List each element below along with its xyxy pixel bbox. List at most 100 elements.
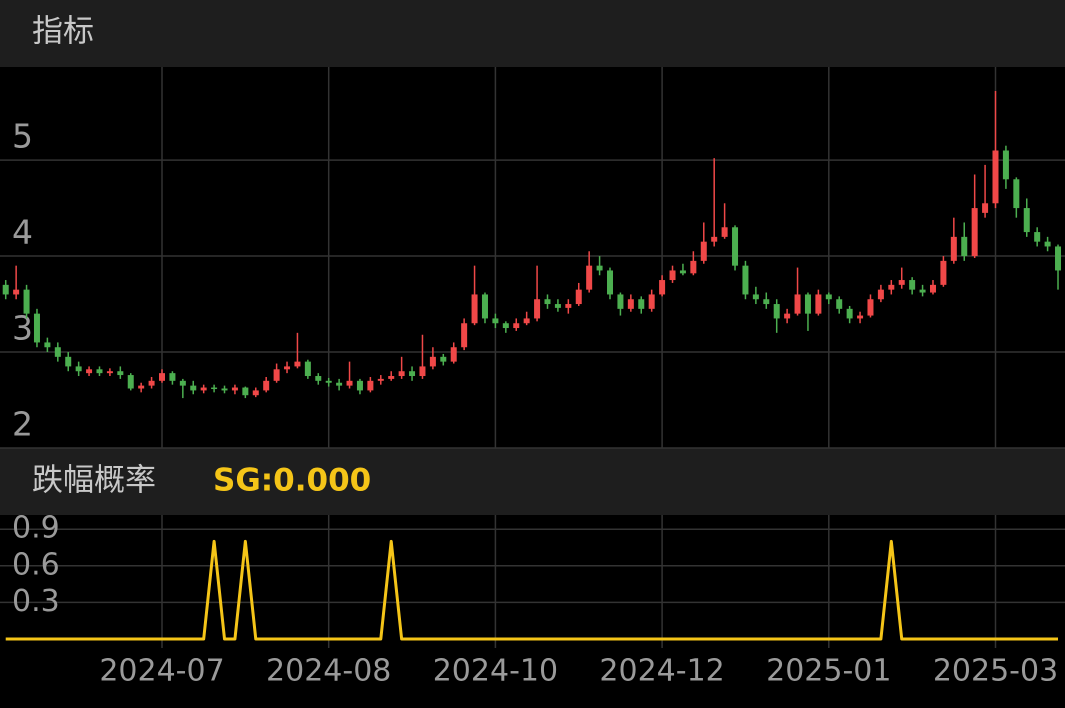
candle-body	[179, 380, 186, 386]
candle-body	[13, 289, 20, 295]
candle-body	[315, 376, 322, 381]
candle-body	[565, 304, 572, 308]
candle-body	[971, 208, 978, 257]
candle-body	[159, 373, 165, 381]
candle-body	[992, 150, 999, 204]
candle-body	[388, 376, 395, 379]
candle-body	[429, 356, 436, 367]
candle-body	[857, 315, 864, 319]
candle-body	[648, 294, 655, 309]
candle-body	[231, 387, 238, 391]
candle-body	[940, 260, 947, 285]
x-tick-label: 2024-12	[599, 654, 724, 689]
candle-body	[523, 318, 530, 324]
candle-body	[804, 294, 811, 314]
candle-body	[336, 382, 343, 386]
candle-body	[888, 284, 895, 290]
candle-body	[440, 356, 447, 362]
candle-body	[65, 356, 72, 367]
candle-body	[659, 280, 666, 295]
candle-body	[325, 380, 332, 383]
candle-body	[784, 313, 791, 319]
header-bar	[0, 0, 1065, 67]
candle-body	[450, 347, 457, 362]
y-tick-label: 4	[12, 213, 33, 252]
x-tick-label: 2024-07	[99, 654, 224, 689]
x-tick-label: 2025-03	[933, 654, 1058, 689]
candle-body	[534, 299, 541, 319]
candle-body	[263, 380, 270, 391]
candle-body	[169, 373, 176, 381]
candle-body	[544, 299, 551, 305]
candle-body	[1055, 246, 1062, 271]
candle-body	[346, 380, 353, 386]
indicator-value: SG:0.000	[213, 463, 371, 499]
candle-body	[86, 369, 93, 374]
candle-body	[877, 289, 884, 300]
candle-body	[898, 280, 905, 285]
candle-body	[815, 294, 822, 314]
candle-body	[867, 299, 874, 316]
candle-body	[471, 294, 478, 324]
candle-body	[148, 380, 155, 386]
candle-body	[846, 308, 853, 319]
candle-body	[617, 294, 624, 309]
candle-body	[575, 289, 582, 305]
candle-body	[242, 387, 249, 396]
candle-body	[138, 385, 145, 389]
candle-body	[284, 366, 291, 370]
candle-body	[367, 380, 374, 391]
candle-body	[502, 323, 509, 329]
y-tick-label: 3	[12, 309, 33, 348]
x-tick-label: 2025-01	[766, 654, 891, 689]
candle-body	[638, 299, 645, 309]
candle-body	[23, 289, 30, 314]
candle-body	[1023, 208, 1030, 233]
candle-body	[127, 375, 134, 389]
indicator-title: 跌幅概率	[32, 463, 156, 499]
x-tick-label: 2024-10	[433, 654, 558, 689]
candle-body	[679, 270, 686, 274]
candle-body	[586, 265, 593, 290]
candle-body	[419, 366, 426, 377]
header-title: 指标	[32, 14, 94, 50]
candle-body	[481, 294, 488, 319]
candle-body	[200, 387, 207, 391]
candle-body	[190, 385, 197, 391]
candle-body	[273, 369, 280, 381]
candle-body	[96, 369, 103, 374]
y-tick-label: 2	[12, 405, 33, 444]
indicator-bar	[0, 448, 1065, 515]
candle-body	[794, 294, 801, 314]
candle-body	[294, 361, 301, 367]
candle-body	[836, 299, 843, 309]
y-tick-label: 0.3	[12, 584, 60, 619]
candle-body	[711, 236, 718, 242]
candle-body	[627, 299, 634, 309]
candle-body	[690, 260, 697, 274]
candle-body	[461, 323, 468, 348]
candle-body	[763, 299, 770, 305]
candle-body	[596, 265, 603, 271]
candle-body	[356, 380, 363, 391]
candle-body	[44, 342, 51, 348]
candle-body	[377, 378, 384, 381]
candle-body	[700, 241, 707, 261]
candle-body	[732, 227, 739, 266]
y-tick-label: 5	[12, 117, 33, 156]
candle-body	[929, 284, 936, 293]
candle-body	[492, 318, 499, 324]
candle-body	[752, 294, 759, 300]
candle-body	[398, 371, 405, 377]
candle-body	[513, 323, 520, 329]
x-tick-label: 2024-08	[266, 654, 391, 689]
candle-body	[982, 203, 989, 213]
candle-body	[961, 236, 968, 257]
indicator-line	[5, 539, 1059, 641]
candle-body	[304, 361, 311, 377]
candle-body	[211, 387, 218, 390]
candle-body	[1044, 241, 1051, 247]
candle-body	[409, 371, 416, 377]
candle-body	[919, 289, 926, 293]
